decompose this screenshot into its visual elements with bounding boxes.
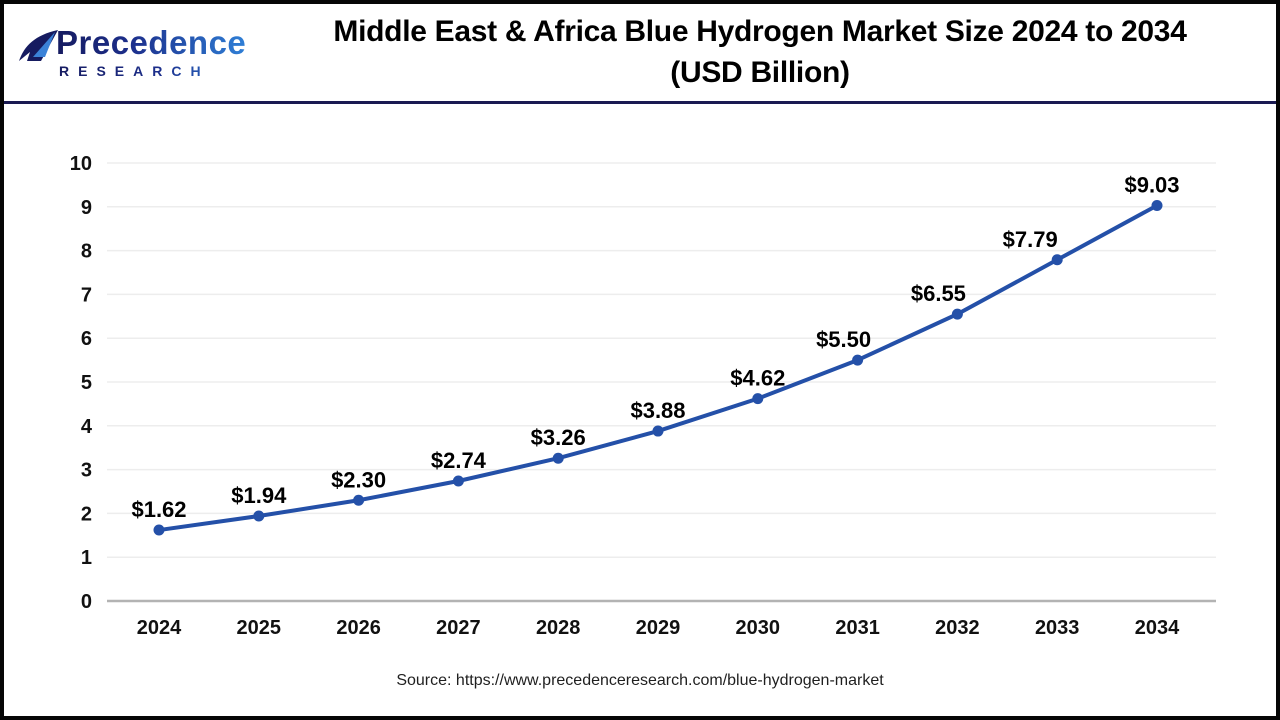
header: Precedence RESEARCH Middle East & Africa… — [4, 4, 1276, 104]
data-point-label: $2.74 — [431, 448, 487, 473]
data-point — [852, 354, 864, 366]
chart-title: Middle East & Africa Blue Hydrogen Marke… — [254, 12, 1266, 93]
brand-logo-icon — [19, 29, 58, 61]
x-tick-label: 2025 — [237, 617, 282, 639]
chart-title-line1: Middle East & Africa Blue Hydrogen Marke… — [333, 15, 1187, 48]
data-point — [652, 425, 664, 437]
data-point — [1151, 199, 1163, 211]
y-tick-label: 7 — [81, 284, 92, 306]
brand-logo: Precedence RESEARCH — [4, 23, 254, 79]
data-point-label: $4.62 — [730, 366, 785, 391]
x-tick-label: 2032 — [935, 617, 980, 639]
brand-subtitle: RESEARCH — [56, 63, 246, 79]
x-tick-label: 2033 — [1035, 617, 1080, 639]
y-tick-label: 1 — [81, 547, 92, 569]
y-tick-label: 10 — [70, 153, 92, 175]
x-tick-label: 2029 — [636, 617, 681, 639]
data-point-label: $1.94 — [231, 483, 287, 508]
brand-name: Precedence — [56, 23, 247, 61]
data-point — [353, 494, 365, 506]
source-text: Source: https://www.precedenceresearch.c… — [396, 672, 884, 689]
data-point-label: $9.03 — [1124, 172, 1179, 197]
data-point-label: $7.79 — [1003, 227, 1058, 252]
chart-title-line2: (USD Billion) — [670, 55, 850, 89]
data-point — [951, 308, 963, 320]
data-point-label: $3.88 — [630, 398, 685, 423]
y-tick-label: 8 — [81, 241, 92, 263]
title-block: Middle East & Africa Blue Hydrogen Marke… — [254, 12, 1276, 93]
data-point-label: $2.30 — [331, 467, 386, 492]
y-tick-label: 3 — [81, 460, 92, 482]
x-tick-label: 2024 — [137, 617, 182, 639]
x-tick-label: 2034 — [1135, 617, 1180, 639]
data-point — [452, 475, 464, 487]
line-chart: 0 1 2 3 4 5 6 7 8 9 10 2024 2025 2026 2027 2028 2029 2030… — [70, 153, 1216, 639]
y-tick-label: 5 — [81, 372, 92, 394]
y-tick-label: 0 — [81, 591, 92, 613]
x-tick-label: 2030 — [736, 617, 781, 639]
brand-logo-text: Precedence RESEARCH — [56, 23, 247, 79]
data-point — [1051, 254, 1063, 266]
data-point — [153, 524, 165, 536]
y-tick-label: 9 — [81, 197, 92, 219]
data-point — [552, 452, 564, 464]
data-point-label: $1.62 — [131, 497, 186, 522]
series-line — [157, 203, 1159, 533]
data-point — [752, 393, 764, 405]
data-point-label: $5.50 — [816, 327, 871, 352]
x-tick-label: 2031 — [835, 617, 880, 639]
data-point-label: $6.55 — [911, 281, 966, 306]
x-tick-label: 2028 — [536, 617, 581, 639]
y-tick-label: 2 — [81, 503, 92, 525]
x-tick-label: 2027 — [436, 617, 481, 639]
x-tick-label: 2026 — [336, 617, 381, 639]
y-tick-label: 6 — [81, 328, 92, 350]
y-tick-label: 4 — [81, 416, 93, 438]
data-point-label: $3.26 — [531, 425, 586, 450]
data-point — [253, 510, 265, 522]
chart-area: 0 1 2 3 4 5 6 7 8 9 10 2024 2025 2026 2027 2028 2029 2030… — [4, 104, 1276, 716]
